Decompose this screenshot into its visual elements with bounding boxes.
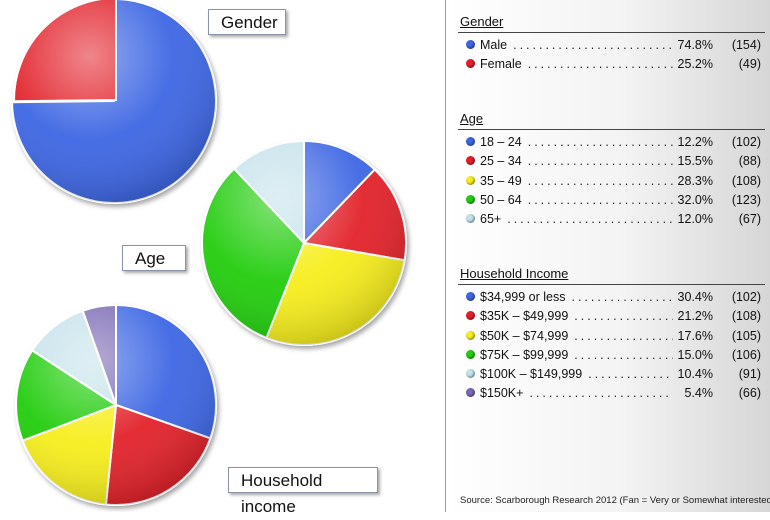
section-divider bbox=[458, 284, 765, 285]
leader-dots: ........................................… bbox=[527, 173, 673, 188]
leader-dots: ........................................… bbox=[527, 57, 673, 72]
legend-section-title: Age bbox=[460, 111, 484, 126]
legend-count: (88) bbox=[738, 154, 761, 169]
legend-row: ........................................… bbox=[460, 133, 765, 152]
legend-row: ........................................… bbox=[460, 55, 765, 74]
legend-marker-icon bbox=[466, 311, 475, 321]
legend-label: $100K – $149,999 bbox=[480, 367, 583, 382]
legend-percent: 12.2% bbox=[677, 135, 713, 149]
leader-dots: ........................................… bbox=[574, 328, 673, 343]
legend-row: ........................................… bbox=[460, 172, 765, 191]
legend-row: ........................................… bbox=[460, 307, 765, 326]
legend-count: (66) bbox=[738, 386, 761, 401]
gender-callout: Gender bbox=[208, 9, 286, 35]
legend-row: ........................................… bbox=[460, 365, 765, 384]
legend-percent: 32.0% bbox=[677, 192, 713, 207]
legend-count: (91) bbox=[738, 367, 761, 382]
legend-label: Female bbox=[480, 57, 522, 72]
legend-row: ........................................… bbox=[460, 152, 765, 171]
legend-section-gender: Gender .................................… bbox=[458, 13, 765, 75]
section-divider bbox=[458, 32, 765, 33]
legend-percent: 21.2% bbox=[677, 309, 713, 324]
legend-marker-icon bbox=[466, 40, 475, 49]
legend-row: ........................................… bbox=[460, 346, 765, 365]
legend-row: ........................................… bbox=[460, 36, 765, 55]
legend-label: 65+ bbox=[480, 212, 502, 227]
legend-label: $35K – $49,999 bbox=[480, 309, 569, 324]
legend-percent: 25.2% bbox=[677, 57, 713, 72]
leader-dots: ........................................… bbox=[527, 154, 673, 169]
legend-row: ........................................… bbox=[460, 191, 765, 210]
legend-label: $150K+ bbox=[480, 386, 524, 401]
pie-slice-female bbox=[13, 0, 117, 103]
legend-marker-icon bbox=[466, 214, 475, 224]
legend-percent: 30.4% bbox=[677, 290, 713, 304]
legend-percent: 5.4% bbox=[684, 386, 714, 401]
legend-count: (154) bbox=[731, 38, 761, 52]
legend-count: (102) bbox=[731, 135, 761, 149]
leader-dots: ........................................… bbox=[527, 135, 673, 149]
leader-dots: ........................................… bbox=[513, 38, 673, 52]
legend-section-household-income: Household Income .......................… bbox=[458, 265, 765, 404]
legend-count: (49) bbox=[738, 57, 761, 72]
leader-dots: ........................................… bbox=[507, 212, 673, 227]
legend-percent: 74.8% bbox=[677, 38, 713, 52]
legend-row: ........................................… bbox=[460, 288, 765, 307]
legend-marker-icon bbox=[466, 175, 475, 185]
legend-percent: 17.6% bbox=[677, 328, 713, 343]
legend-marker-icon bbox=[466, 292, 475, 301]
legend-label: 50 – 64 bbox=[480, 192, 522, 207]
legend-label: $75K – $99,999 bbox=[480, 347, 569, 362]
leader-dots: ........................................… bbox=[527, 192, 673, 207]
legend-count: (105) bbox=[731, 328, 761, 343]
legend-percent: 28.3% bbox=[677, 173, 713, 188]
legend-label: Male bbox=[480, 38, 508, 52]
legend-label: 35 – 49 bbox=[480, 173, 522, 188]
leader-dots: ........................................… bbox=[574, 347, 673, 362]
legend-percent: 15.0% bbox=[677, 347, 713, 362]
legend-section-age: Age ....................................… bbox=[458, 110, 765, 229]
gender-pie bbox=[11, 0, 218, 204]
section-divider bbox=[458, 129, 765, 130]
pie-charts-area bbox=[11, 0, 407, 506]
age-callout: Age bbox=[122, 245, 186, 271]
leader-dots: ........................................… bbox=[574, 309, 673, 324]
legend-row: ........................................… bbox=[460, 384, 765, 403]
leader-dots: ........................................… bbox=[529, 386, 673, 401]
legend-marker-icon bbox=[466, 330, 475, 340]
legend-marker-icon bbox=[466, 369, 475, 379]
legend-marker-icon bbox=[466, 388, 475, 398]
legend-count: (67) bbox=[738, 212, 761, 227]
legend-count: (108) bbox=[731, 173, 761, 188]
legend-label: $50K – $74,999 bbox=[480, 328, 569, 343]
leader-dots: ........................................… bbox=[571, 290, 673, 304]
legend-count: (106) bbox=[731, 347, 761, 362]
household-income-pie bbox=[15, 304, 217, 506]
legend-row: ........................................… bbox=[460, 210, 765, 229]
legend-label: $34,999 or less bbox=[480, 290, 566, 304]
legend-marker-icon bbox=[466, 349, 475, 359]
leader-dots: ........................................… bbox=[588, 367, 673, 382]
legend-section-title: Gender bbox=[460, 14, 504, 29]
legend-marker-icon bbox=[466, 156, 475, 166]
legend-marker-icon bbox=[466, 194, 475, 204]
age-pie bbox=[201, 140, 407, 346]
legend-percent: 10.4% bbox=[677, 367, 713, 382]
legend-percent: 12.0% bbox=[677, 212, 713, 227]
legend-count: (108) bbox=[731, 309, 761, 324]
legend-marker-icon bbox=[466, 59, 475, 69]
legend-percent: 15.5% bbox=[677, 154, 713, 169]
legend-count: (102) bbox=[731, 290, 761, 304]
source-note: Source: Scarborough Research 2012 (Fan =… bbox=[460, 495, 770, 506]
legend-marker-icon bbox=[466, 137, 475, 146]
legend-label: 25 – 34 bbox=[480, 154, 522, 169]
legend-section-title: Household Income bbox=[460, 266, 569, 281]
legend-row: ........................................… bbox=[460, 327, 765, 346]
legend-count: (123) bbox=[731, 192, 761, 207]
legend-label: 18 – 24 bbox=[480, 135, 522, 149]
household-income-callout: Household income bbox=[228, 467, 378, 516]
legend-panel: Gender .................................… bbox=[445, 0, 770, 512]
